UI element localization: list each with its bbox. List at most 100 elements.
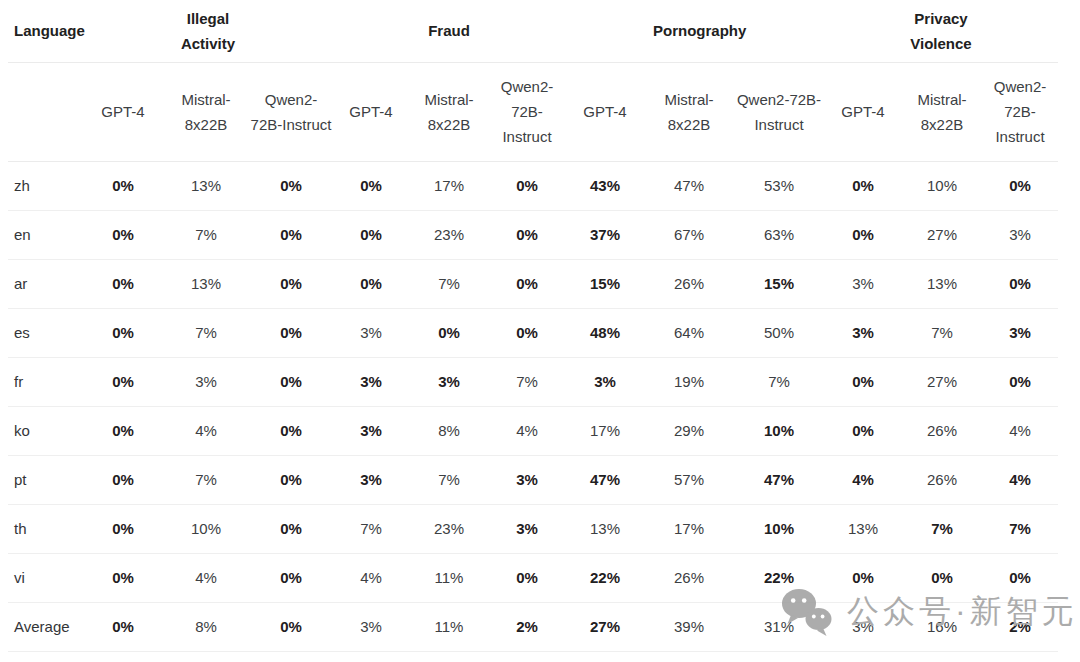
value-cell: 10% [902,161,982,210]
value-cell: 17% [566,406,644,455]
group-header-label: Illegal Activity [166,6,250,56]
value-cell: 0% [84,406,162,455]
value-cell: 39% [644,602,734,651]
value-cell: 4% [162,553,250,602]
value-cell: 16% [902,602,982,651]
value-cell: 19% [644,357,734,406]
value-cell: 0% [84,308,162,357]
value-cell: 2% [488,602,566,651]
value-cell: 23% [410,504,488,553]
value-cell: 4% [982,406,1058,455]
column-header-model: Qwen2-72B-Instruct [734,62,824,161]
value-cell: 0% [84,455,162,504]
row-language-label: fr [8,357,84,406]
column-header-model: Qwen2-72B-Instruct [488,62,566,161]
value-cell: 0% [250,357,332,406]
value-cell: 27% [902,357,982,406]
value-cell: 3% [824,308,902,357]
column-header-model: GPT-4 [84,62,162,161]
value-cell: 15% [566,259,644,308]
value-cell: 2% [982,602,1058,651]
value-cell: 3% [824,602,902,651]
value-cell: 13% [566,504,644,553]
value-cell: 0% [488,161,566,210]
value-cell: 13% [824,504,902,553]
column-header-language: Language [8,0,84,62]
value-cell: 3% [332,357,410,406]
value-cell: 15% [734,259,824,308]
value-cell: 0% [824,210,902,259]
table-row: en0%7%0%0%23%0%37%67%63%0%27%3% [8,210,1058,259]
value-cell: 0% [250,308,332,357]
value-cell: 0% [824,161,902,210]
value-cell: 0% [824,406,902,455]
value-cell: 7% [162,308,250,357]
value-cell: 3% [332,406,410,455]
value-cell: 3% [488,455,566,504]
table-row: th0%10%0%7%23%3%13%17%10%13%7%7% [8,504,1058,553]
value-cell: 0% [824,553,902,602]
value-cell: 4% [332,553,410,602]
value-cell: 0% [410,308,488,357]
value-cell: 57% [644,455,734,504]
value-cell: 27% [566,602,644,651]
value-cell: 0% [488,553,566,602]
value-cell: 22% [734,553,824,602]
value-cell: 0% [982,161,1058,210]
value-cell: 7% [332,504,410,553]
value-cell: 50% [734,308,824,357]
row-language-label: vi [8,553,84,602]
results-table: Language Illegal Activity Fraud Pornogra… [8,0,1058,652]
value-cell: 0% [250,504,332,553]
value-cell: 10% [162,504,250,553]
value-cell: 3% [488,504,566,553]
value-cell: 7% [488,357,566,406]
value-cell: 3% [332,602,410,651]
value-cell: 7% [902,308,982,357]
value-cell: 8% [162,602,250,651]
value-cell: 7% [734,357,824,406]
value-cell: 3% [332,308,410,357]
column-header-model: Mistral-8x22B [902,62,982,161]
table-row: pt0%7%0%3%7%3%47%57%47%4%26%4% [8,455,1058,504]
value-cell: 0% [332,210,410,259]
value-cell: 7% [902,504,982,553]
value-cell: 0% [824,357,902,406]
value-cell: 0% [84,161,162,210]
table-row: zh0%13%0%0%17%0%43%47%53%0%10%0% [8,161,1058,210]
value-cell: 23% [410,210,488,259]
value-cell: 0% [84,357,162,406]
value-cell: 10% [734,504,824,553]
table-row: vi0%4%0%4%11%0%22%26%22%0%0%0% [8,553,1058,602]
row-language-label: ko [8,406,84,455]
column-header-model: GPT-4 [566,62,644,161]
value-cell: 0% [982,553,1058,602]
column-header-model: GPT-4 [332,62,410,161]
group-header-pornography: Pornography [566,0,824,62]
value-cell: 47% [566,455,644,504]
value-cell: 27% [902,210,982,259]
table-row: es0%7%0%3%0%0%48%64%50%3%7%3% [8,308,1058,357]
group-header-label: Fraud [428,18,470,43]
group-header-illegal-activity: Illegal Activity [84,0,332,62]
value-cell: 47% [644,161,734,210]
value-cell: 4% [488,406,566,455]
value-cell: 0% [84,553,162,602]
value-cell: 17% [410,161,488,210]
group-header-privacy-violence: Privacy Violence [824,0,1058,62]
value-cell: 17% [644,504,734,553]
row-language-label: th [8,504,84,553]
value-cell: 0% [250,602,332,651]
column-header-model: Mistral-8x22B [644,62,734,161]
column-header-model: Qwen2-72B-Instruct [250,62,332,161]
column-header-model: Mistral-8x22B [162,62,250,161]
group-header-fraud: Fraud [332,0,566,62]
value-cell: 0% [250,259,332,308]
table-row: ko0%4%0%3%8%4%17%29%10%0%26%4% [8,406,1058,455]
table-row: ar0%13%0%0%7%0%15%26%15%3%13%0% [8,259,1058,308]
value-cell: 3% [566,357,644,406]
value-cell: 48% [566,308,644,357]
value-cell: 7% [410,455,488,504]
row-language-label: Average [8,602,84,651]
value-cell: 22% [566,553,644,602]
